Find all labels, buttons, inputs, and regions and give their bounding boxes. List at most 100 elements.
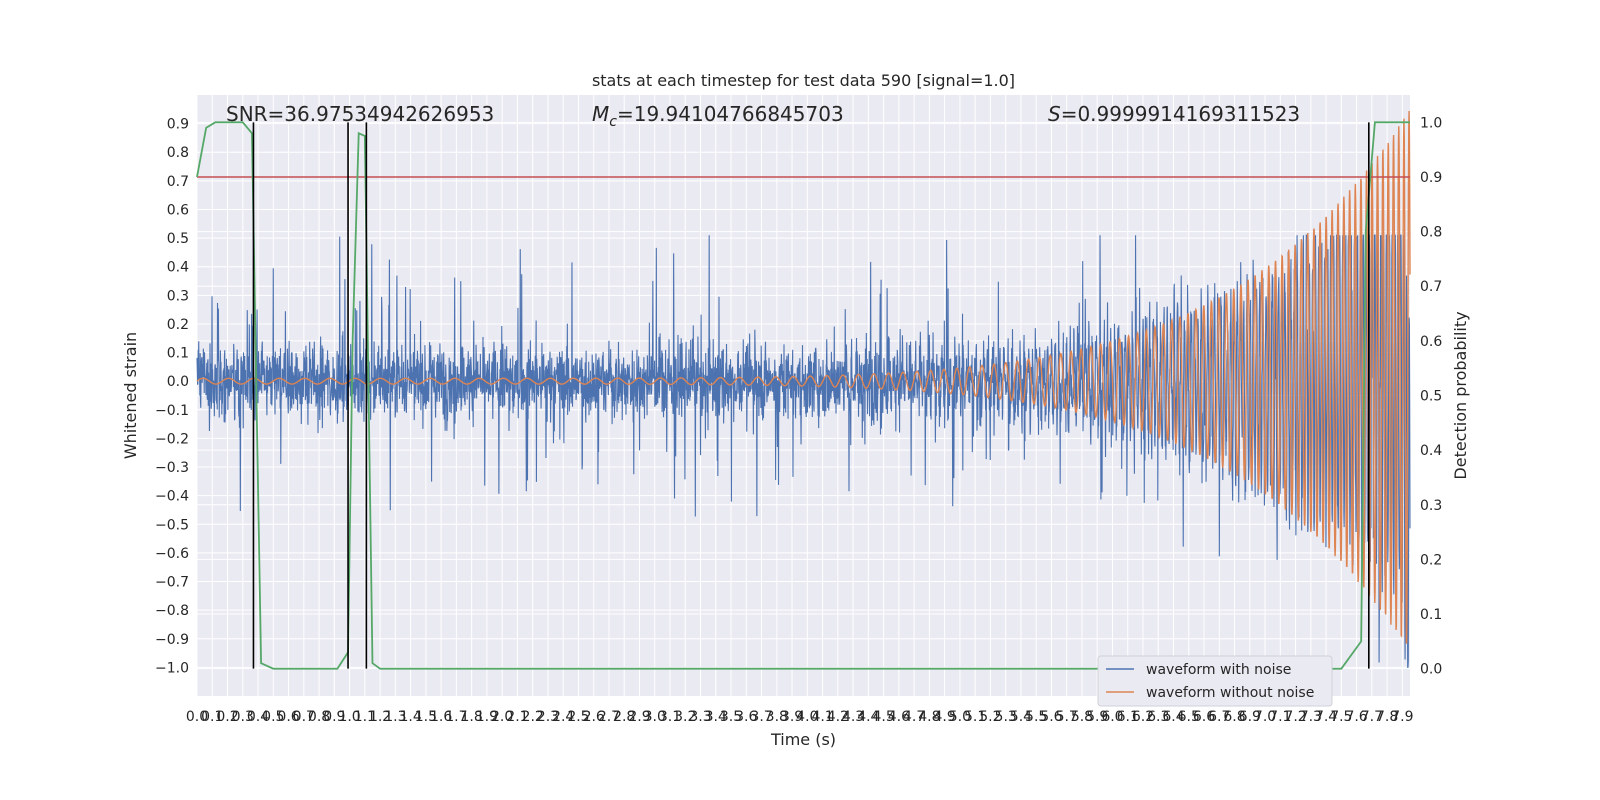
y-tick-label: −0.7 (155, 575, 189, 591)
legend-entry-noise: waveform with noise (1146, 662, 1291, 678)
x-tick-label: 2.4 (552, 709, 574, 725)
y-right-tick-label: 0.8 (1420, 225, 1442, 241)
y-right-tick-label: 0.0 (1420, 662, 1442, 678)
x-tick-label: 5.7 (1056, 709, 1078, 725)
x-tick-label: 4.9 (934, 709, 956, 725)
x-tick-label: 1.5 (415, 709, 437, 725)
y-right-tick-label: 0.2 (1420, 552, 1442, 568)
x-tick-label: 5.4 (1010, 709, 1032, 725)
x-tick-label: 1.6 (430, 709, 452, 725)
x-tick-label: 7.5 (1330, 709, 1352, 725)
x-tick-label: 6.8 (1223, 709, 1245, 725)
x-tick-label: 2.0 (491, 709, 513, 725)
x-tick-label: 6.4 (1162, 709, 1184, 725)
x-tick-label: 0.6 (277, 709, 299, 725)
y-tick-label: 0.8 (167, 145, 189, 161)
x-tick-label: 5.6 (1040, 709, 1062, 725)
y-tick-label: 0.4 (167, 260, 189, 276)
chirp-mass-subscript: c (609, 114, 617, 130)
x-tick-label: 0.2 (216, 709, 238, 725)
x-tick-label: 1.9 (476, 709, 498, 725)
x-tick-label: 7.7 (1361, 709, 1383, 725)
y-tick-label: −0.8 (155, 603, 189, 619)
y-tick-label: −0.2 (155, 431, 189, 447)
x-tick-label: 7.9 (1391, 709, 1413, 725)
y-tick-label: −0.4 (155, 489, 189, 505)
data-series (196, 110, 1411, 670)
x-tick-label: 1.1 (354, 709, 376, 725)
y-tick-label: −0.1 (155, 403, 189, 419)
y-right-tick-label: 1.0 (1420, 115, 1442, 131)
series-waveform-without-noise (196, 110, 1411, 644)
x-tick-label: 3.1 (659, 709, 681, 725)
x-tick-label: 1.2 (369, 709, 391, 725)
x-tick-label: 3.0 (644, 709, 666, 725)
x-tick-label: 1.0 (338, 709, 360, 725)
x-tick-label: 7.0 (1254, 709, 1276, 725)
x-tick-label: 2.6 (583, 709, 605, 725)
y-tick-label: 0.0 (167, 374, 189, 390)
chirp-mass-value: =19.94104766845703 (617, 102, 844, 126)
x-tick-label: 7.3 (1300, 709, 1322, 725)
x-tick-label: 6.3 (1147, 709, 1169, 725)
x-tick-label: 1.4 (399, 709, 421, 725)
x-tick-label: 4.2 (827, 709, 849, 725)
x-tick-label: 7.4 (1315, 709, 1337, 725)
x-tick-label: 3.8 (766, 709, 788, 725)
x-tick-label: 1.7 (445, 709, 467, 725)
x-tick-label: 2.9 (628, 709, 650, 725)
x-tick-label: 0.4 (247, 709, 269, 725)
x-tick-label: 2.8 (613, 709, 635, 725)
x-tick-label: 5.0 (949, 709, 971, 725)
x-tick-label: 6.7 (1208, 709, 1230, 725)
x-tick-label: 4.0 (796, 709, 818, 725)
x-tick-label: 4.6 (888, 709, 910, 725)
y-right-tick-label: 0.3 (1420, 498, 1442, 514)
x-tick-label: 3.5 (720, 709, 742, 725)
x-tick-label: 5.9 (1086, 709, 1108, 725)
x-tick-label: 5.5 (1025, 709, 1047, 725)
y-tick-label: −0.3 (155, 460, 189, 476)
score-annotation: S=0.9999914169311523 (1048, 102, 1300, 126)
legend: waveform with noise waveform without noi… (1097, 655, 1333, 707)
x-tick-label: 4.5 (872, 709, 894, 725)
y-tick-label: 0.3 (167, 288, 189, 304)
x-tick-label: 4.3 (842, 709, 864, 725)
snr-annotation: SNR=36.97534942626953 (226, 102, 494, 126)
x-tick-label: 6.9 (1239, 709, 1261, 725)
y-tick-label: −0.6 (155, 546, 189, 562)
y-tick-label: 0.5 (167, 231, 189, 247)
y-right-tick-label: 0.6 (1420, 334, 1442, 350)
x-tick-label: 5.2 (979, 709, 1001, 725)
ticks: 0.00.10.20.30.40.50.60.70.80.91.01.11.21… (155, 115, 1442, 725)
x-tick-label: 7.6 (1345, 709, 1367, 725)
x-tick-label: 1.8 (461, 709, 483, 725)
score-value: =0.9999914169311523 (1061, 102, 1300, 126)
x-tick-label: 3.6 (735, 709, 757, 725)
x-tick-label: 5.3 (995, 709, 1017, 725)
x-tick-label: 5.1 (964, 709, 986, 725)
y-tick-label: −0.9 (155, 632, 189, 648)
legend-box (1097, 655, 1333, 707)
score-symbol: S (1048, 102, 1061, 126)
x-tick-label: 4.7 (903, 709, 925, 725)
y-tick-label: 0.7 (167, 174, 189, 190)
y-tick-label: 0.1 (167, 346, 189, 362)
x-tick-label: 3.4 (705, 709, 727, 725)
y-tick-label: −0.5 (155, 517, 189, 533)
y-right-tick-label: 0.5 (1420, 389, 1442, 405)
y-axis-right-label: Detection probability (1451, 311, 1470, 479)
y-tick-label: −1.0 (155, 660, 189, 676)
x-tick-label: 1.3 (384, 709, 406, 725)
series-waveform-with-noise (196, 234, 1411, 668)
x-tick-label: 2.7 (598, 709, 620, 725)
x-tick-label: 0.1 (201, 709, 223, 725)
y-right-tick-label: 0.9 (1420, 170, 1442, 186)
x-tick-label: 2.3 (537, 709, 559, 725)
x-tick-label: 7.2 (1284, 709, 1306, 725)
x-tick-label: 0.8 (308, 709, 330, 725)
x-tick-label: 0.3 (232, 709, 254, 725)
x-tick-label: 6.1 (1117, 709, 1139, 725)
x-tick-label: 0.5 (262, 709, 284, 725)
x-tick-label: 0.7 (293, 709, 315, 725)
